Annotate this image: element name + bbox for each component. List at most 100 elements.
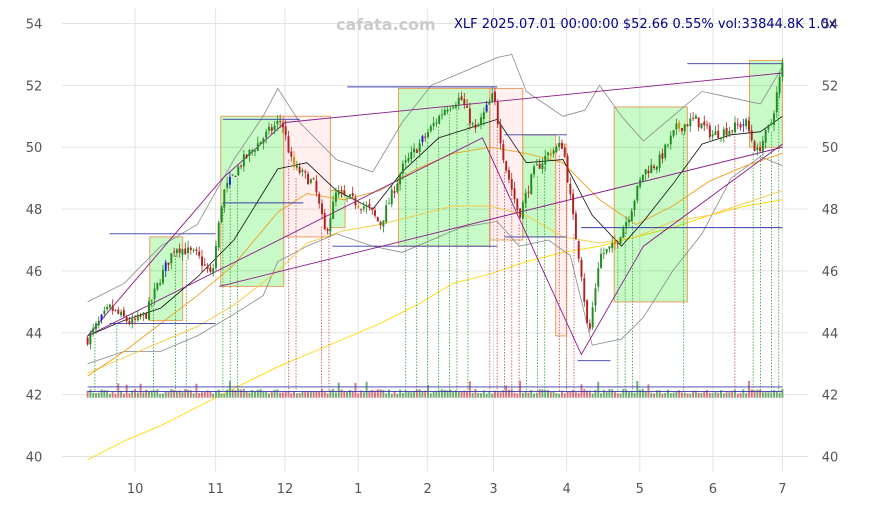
candle-up <box>446 109 449 112</box>
candle-up <box>142 312 145 316</box>
volume-bar <box>547 390 549 398</box>
volume-bar <box>153 390 156 398</box>
volume-bar <box>159 393 162 398</box>
volume-bar <box>602 389 605 398</box>
volume-bar <box>265 392 268 398</box>
volume-bar <box>633 392 636 398</box>
volume-bar <box>594 389 597 398</box>
volume-bar <box>731 390 734 398</box>
candle-down <box>496 102 499 125</box>
candle-up <box>276 121 279 125</box>
candle-up <box>385 205 388 223</box>
volume-bar <box>600 393 603 398</box>
candle-up <box>161 269 164 284</box>
candle-up <box>694 116 697 119</box>
volume-bar <box>756 389 759 398</box>
candle-down <box>516 198 519 210</box>
volume-bar <box>622 388 625 398</box>
candle-down <box>114 309 117 311</box>
candle-up <box>622 228 625 238</box>
candle-up <box>220 207 223 222</box>
candle-down <box>304 171 307 173</box>
candle-up <box>226 182 229 188</box>
volume-bar <box>429 393 432 398</box>
candle-up <box>387 203 390 205</box>
bb-upper-path <box>87 53 783 303</box>
candle-up <box>597 268 600 287</box>
candle-up <box>627 219 630 223</box>
volume-bar <box>106 390 109 398</box>
volume-bar <box>753 390 756 398</box>
candle-down <box>736 124 739 126</box>
y-tick-label-right: 48 <box>822 203 839 218</box>
trend-line <box>87 137 783 356</box>
candle-up <box>97 321 100 326</box>
candle-down <box>340 191 343 193</box>
volume-bar <box>94 393 97 398</box>
candle-down <box>460 96 463 100</box>
volume-bar <box>209 391 212 398</box>
volume-bar <box>667 389 669 398</box>
candle-up <box>480 117 483 125</box>
volume-bar <box>248 392 251 398</box>
candle-up <box>259 141 262 144</box>
volume-bar <box>555 393 558 398</box>
volume-bar <box>228 381 231 398</box>
candle-down <box>360 209 363 211</box>
candle-down <box>725 128 728 136</box>
volume-bar <box>374 390 376 398</box>
y-tick-label-left: 52 <box>26 79 43 94</box>
candle-up <box>329 217 332 232</box>
candle-up <box>700 123 703 129</box>
candle-up <box>488 101 491 105</box>
candle-down <box>519 208 522 218</box>
volume-bar <box>164 391 167 398</box>
y-tick-label-right: 44 <box>822 327 839 342</box>
candle-down <box>538 163 541 169</box>
candle-up <box>399 174 402 185</box>
volume-bar <box>435 390 438 398</box>
volume-bar <box>251 390 254 398</box>
volume-bar <box>680 392 683 398</box>
candle-down <box>86 337 89 345</box>
candle-up <box>485 104 488 112</box>
volume-bar <box>773 390 776 398</box>
candle-down <box>178 248 181 253</box>
volume-bar <box>770 392 773 398</box>
volume-bar <box>614 392 616 398</box>
volume-bar <box>100 389 103 398</box>
x-tick-label: 6 <box>709 482 717 497</box>
candle-down <box>577 240 580 259</box>
candle-down <box>368 203 371 207</box>
candle-up <box>382 220 385 227</box>
candle-up <box>524 192 527 203</box>
candle-down <box>574 213 577 240</box>
volume-bar <box>390 393 393 398</box>
candle-down <box>692 117 695 119</box>
volume-bar <box>711 392 714 398</box>
candle-up <box>535 164 538 166</box>
candle-down <box>134 318 137 320</box>
candle-down <box>298 166 301 174</box>
candle-down <box>653 166 656 168</box>
y-tick-label-right: 54 <box>822 17 839 32</box>
volume-bar <box>365 381 368 398</box>
volume-bar <box>404 390 407 398</box>
candle-up <box>533 166 536 175</box>
candle-down <box>195 249 198 251</box>
candle-down <box>184 248 187 255</box>
x-tick-label: 10 <box>127 482 144 497</box>
candle-up <box>781 62 784 77</box>
volume-bar <box>519 380 522 398</box>
candle-up <box>605 248 608 253</box>
volume-bar <box>298 393 301 398</box>
candle-down <box>343 190 346 195</box>
watermark: cafata.com <box>336 15 436 34</box>
candle-down <box>201 256 203 266</box>
candle-up <box>655 166 658 170</box>
volume-bar <box>379 389 382 398</box>
candle-down <box>703 121 706 126</box>
volume-bar <box>273 389 276 398</box>
volume-bar <box>348 390 351 398</box>
volume-bar <box>259 388 262 398</box>
